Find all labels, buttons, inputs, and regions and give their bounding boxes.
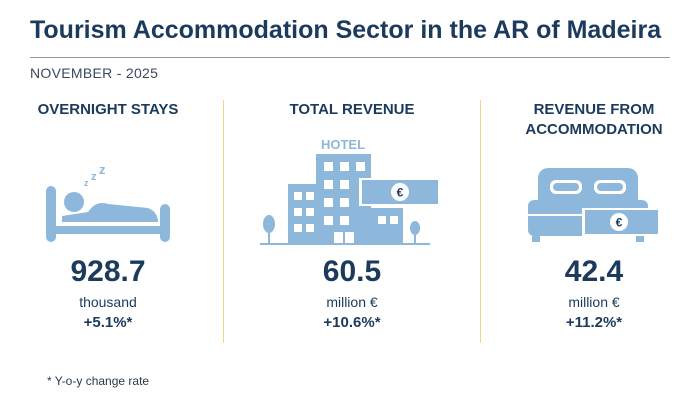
indicator-total-revenue: TOTAL REVENUE HOTEL [252, 100, 452, 331]
indicator-change: +5.1%* [83, 314, 133, 331]
column-divider-2 [480, 100, 481, 343]
indicator-unit: million € [568, 294, 620, 310]
indicator-value: 928.7 [70, 255, 146, 288]
period-label: NOVEMBER - 2025 [30, 65, 159, 81]
double-bed-with-banknote-icon: € [494, 150, 694, 262]
indicator-change: +10.6%* [323, 314, 381, 331]
svg-text:z: z [91, 171, 97, 183]
svg-text:z: z [84, 178, 89, 188]
sleeping-person-in-bed-icon: z z z [8, 150, 208, 262]
hotel-building-with-banknote-icon: HOTEL [252, 130, 452, 245]
footnote: * Y-o-y change rate [47, 374, 150, 388]
euro-symbol: € [397, 186, 404, 200]
indicator-overnight-stays: OVERNIGHT STAYS z z z 928.7 thousand +5.… [8, 100, 208, 331]
column-divider-1 [223, 100, 224, 343]
euro-symbol: € [616, 216, 623, 230]
indicator-value: 42.4 [564, 255, 624, 288]
indicator-unit: thousand [79, 294, 137, 310]
indicator-heading: REVENUE FROM ACCOMMODATION [525, 101, 663, 138]
indicator-heading: OVERNIGHT STAYS [37, 101, 179, 118]
page-title: Tourism Accommodation Sector in the AR o… [30, 16, 662, 44]
indicator-value: 60.5 [322, 255, 382, 288]
indicator-heading: TOTAL REVENUE [289, 101, 415, 118]
indicator-revenue-from-accommodation: REVENUE FROM ACCOMMODATION € 42.4 millio… [494, 100, 694, 331]
svg-text:z: z [99, 162, 106, 177]
indicator-change: +11.2%* [565, 314, 623, 331]
title-divider [30, 57, 670, 58]
hotel-sign-text: HOTEL [321, 137, 365, 152]
indicator-unit: million € [326, 294, 378, 310]
